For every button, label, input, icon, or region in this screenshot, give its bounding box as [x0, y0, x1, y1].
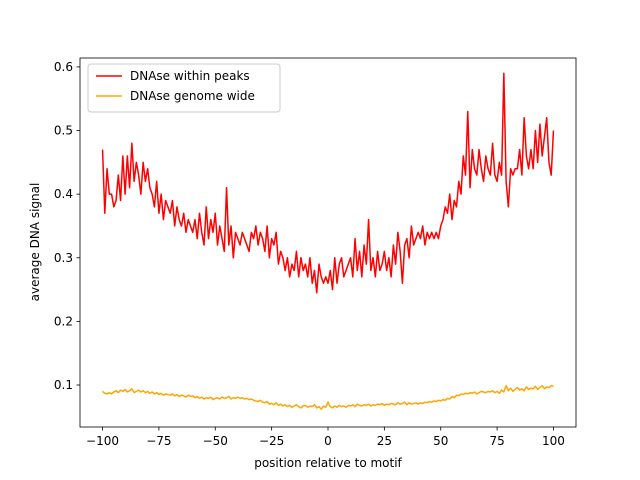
- data-line: [102, 384, 554, 410]
- x-tick-label: −50: [203, 434, 228, 448]
- x-tick-label: −25: [259, 434, 284, 448]
- x-tick-label: −75: [146, 434, 171, 448]
- legend-box: [87, 63, 281, 113]
- x-tick-label: 75: [489, 434, 504, 448]
- data-line: [101, 72, 555, 294]
- x-tick-label: 25: [377, 434, 392, 448]
- legend: DNAse within peaks DNAse genome wide: [87, 63, 281, 113]
- y-tick-label: 0.5: [54, 124, 73, 138]
- legend-label: DNAse genome wide: [130, 89, 255, 103]
- x-tick-label: 0: [324, 434, 332, 448]
- y-tick-label: 0.6: [54, 60, 73, 74]
- x-tick-label: 50: [433, 434, 448, 448]
- y-tick-label: 0.2: [54, 314, 73, 328]
- x-tick-label: 100: [542, 434, 565, 448]
- x-axis-label: position relative to motif: [254, 456, 402, 470]
- y-tick-label: 0.1: [54, 378, 73, 392]
- x-tick-label: −100: [86, 434, 119, 448]
- y-tick-label: 0.4: [54, 187, 73, 201]
- y-tick-label: 0.3: [54, 251, 73, 265]
- legend-label: DNAse within peaks: [130, 69, 250, 83]
- plot-frame: [79, 57, 577, 428]
- y-axis-label: average DNA signal: [28, 183, 42, 302]
